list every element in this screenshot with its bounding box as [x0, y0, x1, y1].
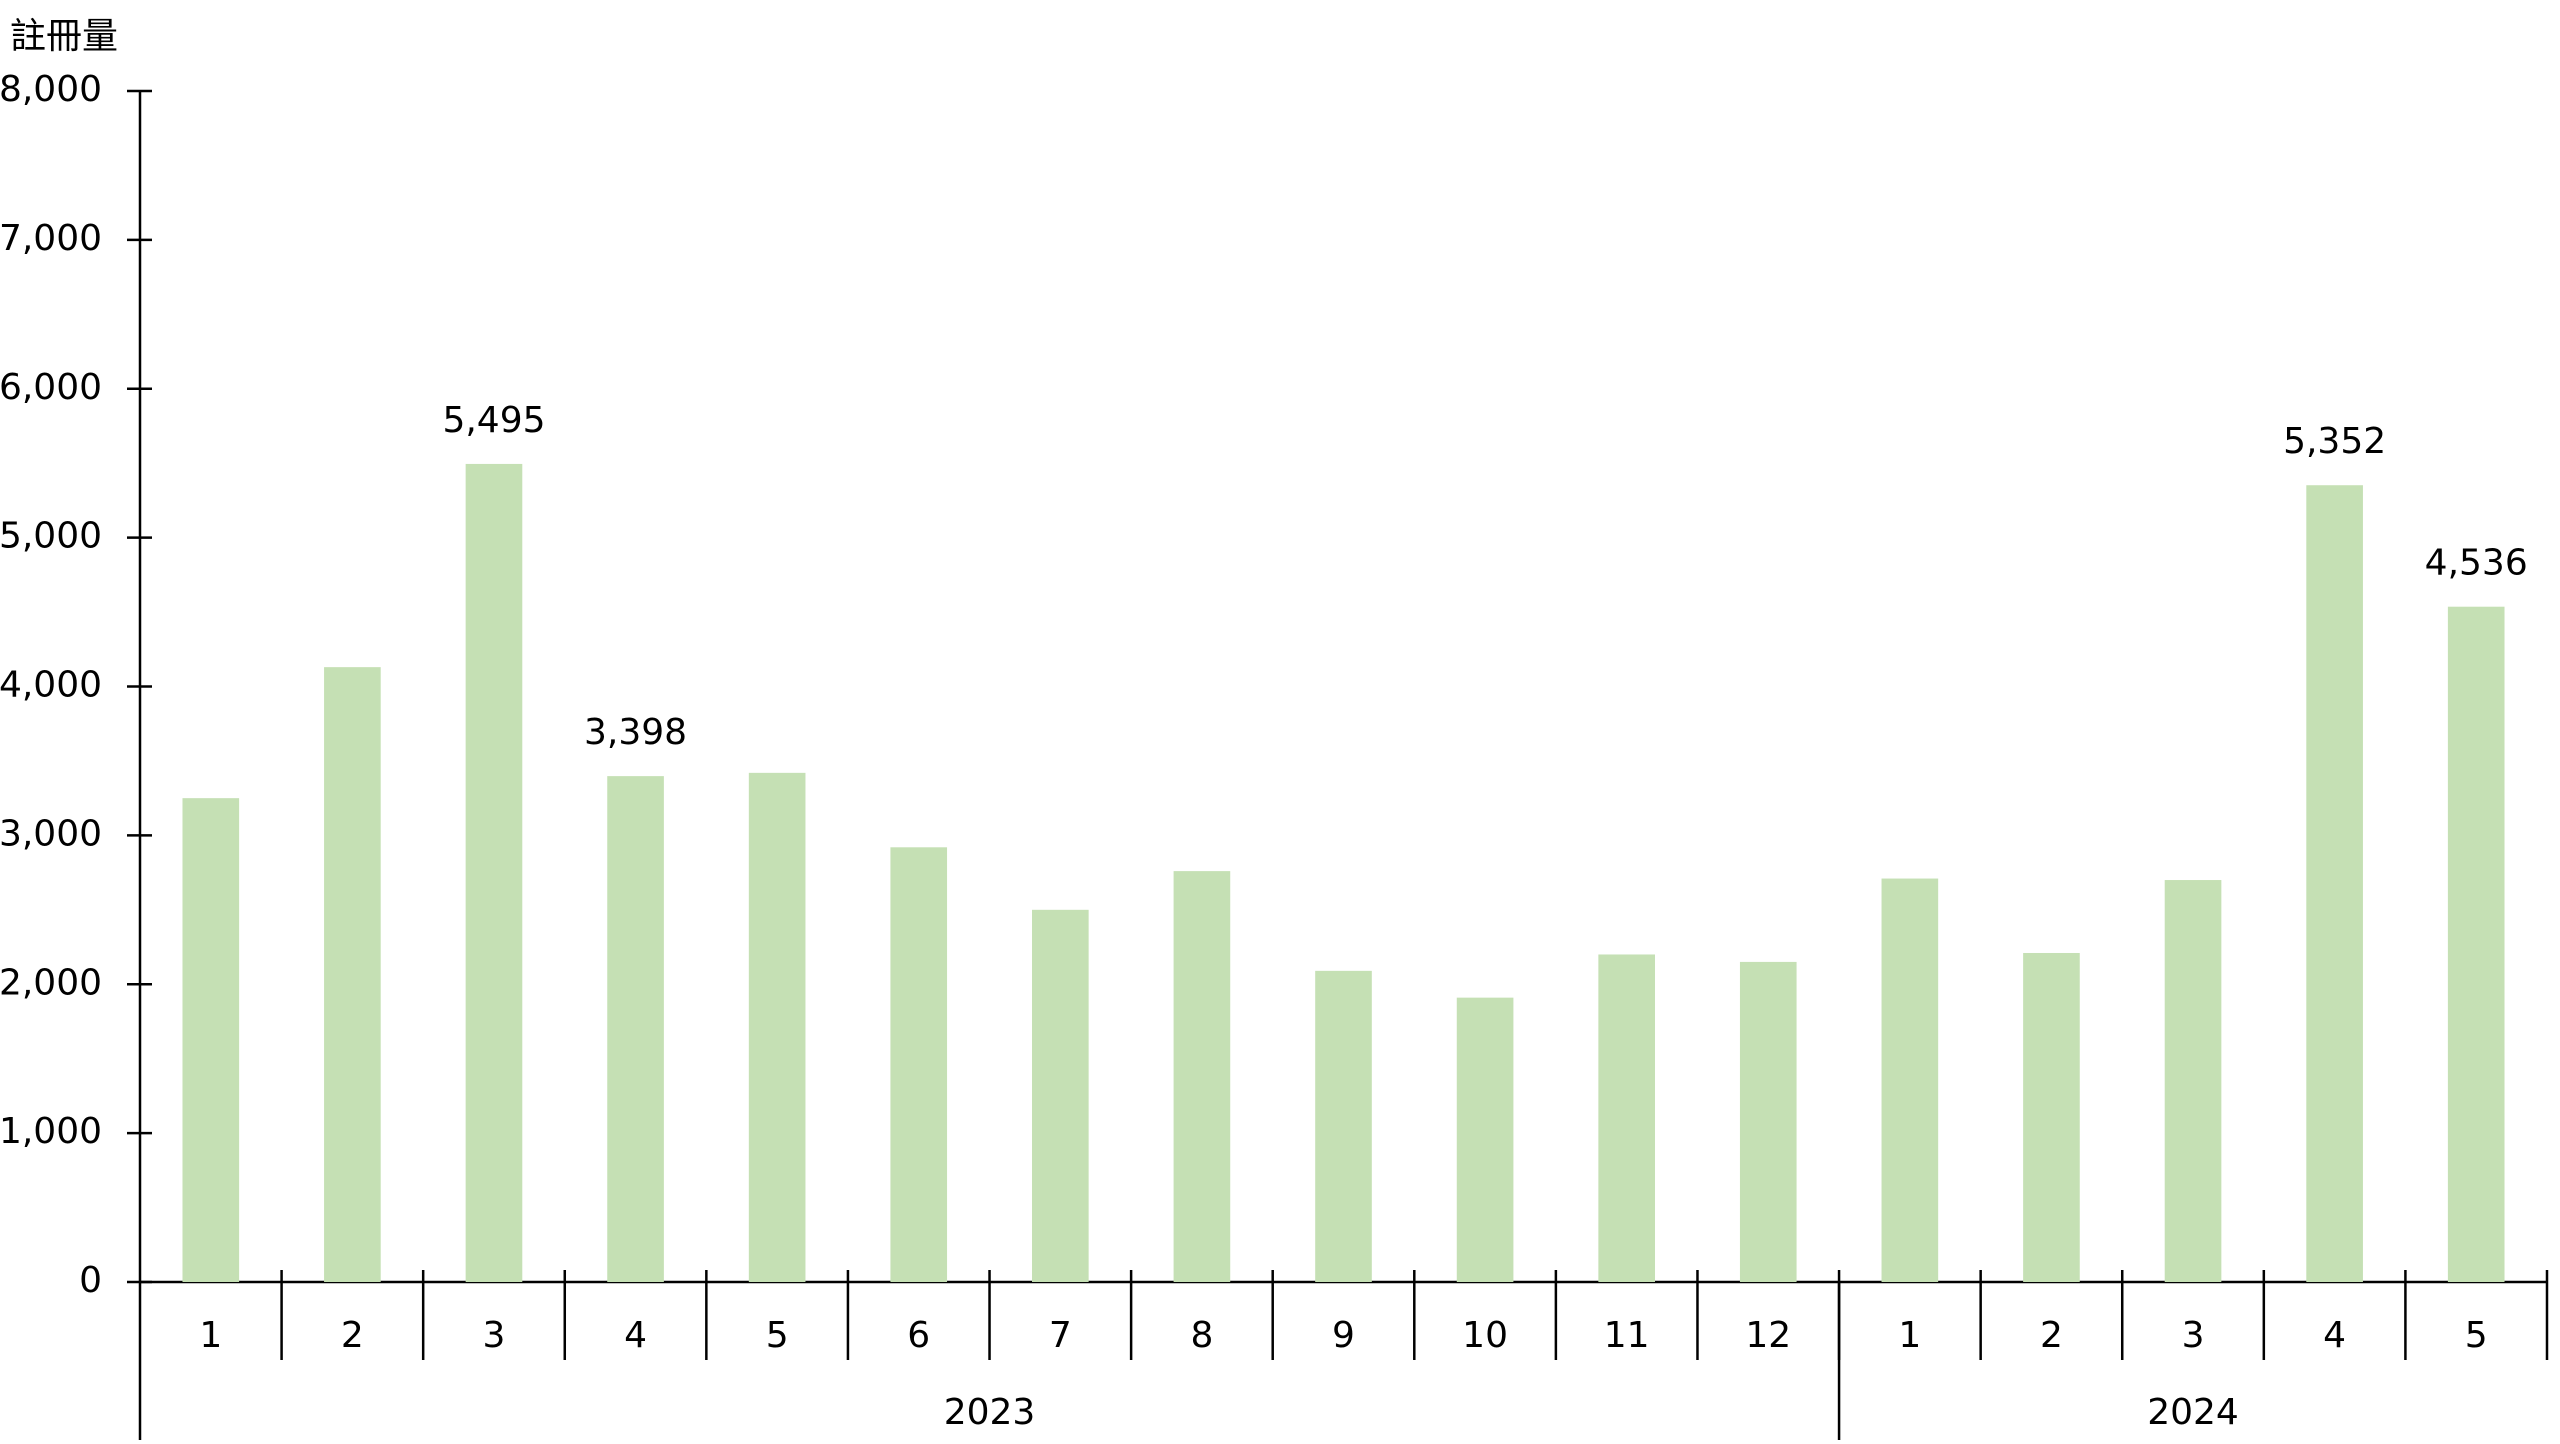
y-tick-label: 3,000 [0, 813, 102, 854]
y-tick-label: 0 [79, 1260, 102, 1301]
group-label: 2023 [944, 1392, 1036, 1433]
y-tick-label: 1,000 [0, 1111, 102, 1152]
y-tick-label: 7,000 [0, 218, 102, 259]
bar [890, 847, 948, 1282]
group-label: 2024 [2147, 1392, 2239, 1433]
x-tick-label: 1 [199, 1315, 222, 1356]
x-tick-label: 2 [341, 1315, 364, 1356]
data-label: 3,398 [584, 712, 687, 753]
x-tick-label: 8 [1190, 1315, 1213, 1356]
bar [324, 667, 381, 1282]
x-tick-label: 2 [2040, 1315, 2063, 1356]
x-tick-label: 1 [1898, 1315, 1921, 1356]
x-tick-label: 12 [1745, 1315, 1791, 1356]
x-tick-label: 4 [624, 1315, 647, 1356]
bar [1315, 970, 1372, 1282]
bar [1456, 997, 1514, 1282]
y-tick-label: 2,000 [0, 962, 102, 1003]
x-tick-label: 3 [483, 1315, 506, 1356]
x-tick-label: 5 [2465, 1315, 2488, 1356]
bar [1598, 954, 1655, 1282]
data-label: 5,495 [442, 400, 545, 441]
x-tick-label: 11 [1604, 1315, 1650, 1356]
x-tick-label: 7 [1049, 1315, 1072, 1356]
bar [465, 463, 523, 1282]
bar [1739, 961, 1797, 1282]
x-tick-label: 5 [766, 1315, 789, 1356]
bar [2306, 485, 2363, 1282]
y-tick-label: 4,000 [0, 665, 102, 706]
data-label: 5,352 [2283, 421, 2386, 462]
bar [2447, 606, 2505, 1282]
bar [1173, 871, 1231, 1282]
bar [607, 776, 664, 1282]
y-tick-label: 8,000 [0, 69, 102, 110]
x-tick-label: 3 [2182, 1315, 2205, 1356]
bar [1881, 878, 1939, 1282]
x-tick-label: 4 [2323, 1315, 2346, 1356]
bar [2023, 952, 2080, 1282]
y-tick-label: 6,000 [0, 367, 102, 408]
data-label: 4,536 [2425, 543, 2528, 584]
bar [1032, 909, 1089, 1282]
bar [182, 798, 240, 1282]
y-tick-label: 5,000 [0, 516, 102, 557]
bar [2164, 880, 2222, 1282]
x-tick-label: 6 [907, 1315, 930, 1356]
chart-title: 註冊量 [10, 16, 118, 57]
bar [748, 772, 806, 1282]
x-tick-label: 9 [1332, 1315, 1355, 1356]
x-tick-label: 10 [1462, 1315, 1508, 1356]
